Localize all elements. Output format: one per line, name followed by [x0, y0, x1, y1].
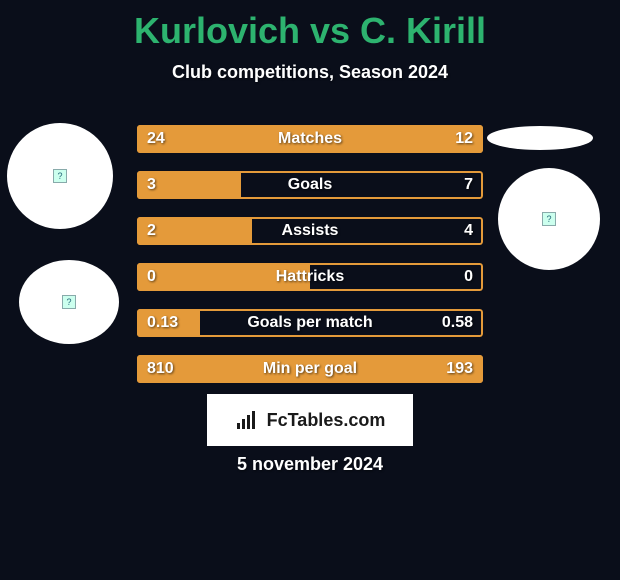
stat-value-right: 0.58	[442, 309, 473, 337]
player-left-club-avatar: ?	[19, 260, 119, 344]
stat-bar-left	[137, 217, 252, 245]
player-right-ellipse	[487, 126, 593, 150]
stat-bar-left	[137, 125, 368, 153]
stat-row: 2412Matches	[137, 125, 483, 153]
stat-bar-left	[137, 355, 417, 383]
stat-row: 00Hattricks	[137, 263, 483, 291]
stats-table: 2412Matches 37Goals 24Assists 00Hattricks 0.…	[137, 125, 483, 401]
stat-row: 37Goals	[137, 171, 483, 199]
stat-bar-left	[137, 263, 310, 291]
stat-row: 24Assists	[137, 217, 483, 245]
brand-text: FcTables.com	[267, 410, 386, 431]
stat-bar-right	[368, 125, 483, 153]
brand-bars-icon	[235, 409, 261, 431]
stat-row: 810193Min per goal	[137, 355, 483, 383]
image-placeholder-icon: ?	[53, 169, 67, 183]
stat-value-right: 0	[464, 263, 473, 291]
stat-bar-left	[137, 171, 241, 199]
brand-badge: FcTables.com	[207, 394, 413, 446]
page-subtitle: Club competitions, Season 2024	[0, 62, 620, 83]
stat-value-right: 4	[464, 217, 473, 245]
page-title: Kurlovich vs C. Kirill	[0, 0, 620, 52]
stat-row: 0.130.58Goals per match	[137, 309, 483, 337]
image-placeholder-icon: ?	[62, 295, 76, 309]
player-right-avatar: ?	[498, 168, 600, 270]
stat-value-right: 7	[464, 171, 473, 199]
image-placeholder-icon: ?	[542, 212, 556, 226]
date-label: 5 november 2024	[0, 454, 620, 475]
stat-bar-right	[417, 355, 483, 383]
stat-bar-left	[137, 309, 200, 337]
player-left-avatar: ?	[7, 123, 113, 229]
